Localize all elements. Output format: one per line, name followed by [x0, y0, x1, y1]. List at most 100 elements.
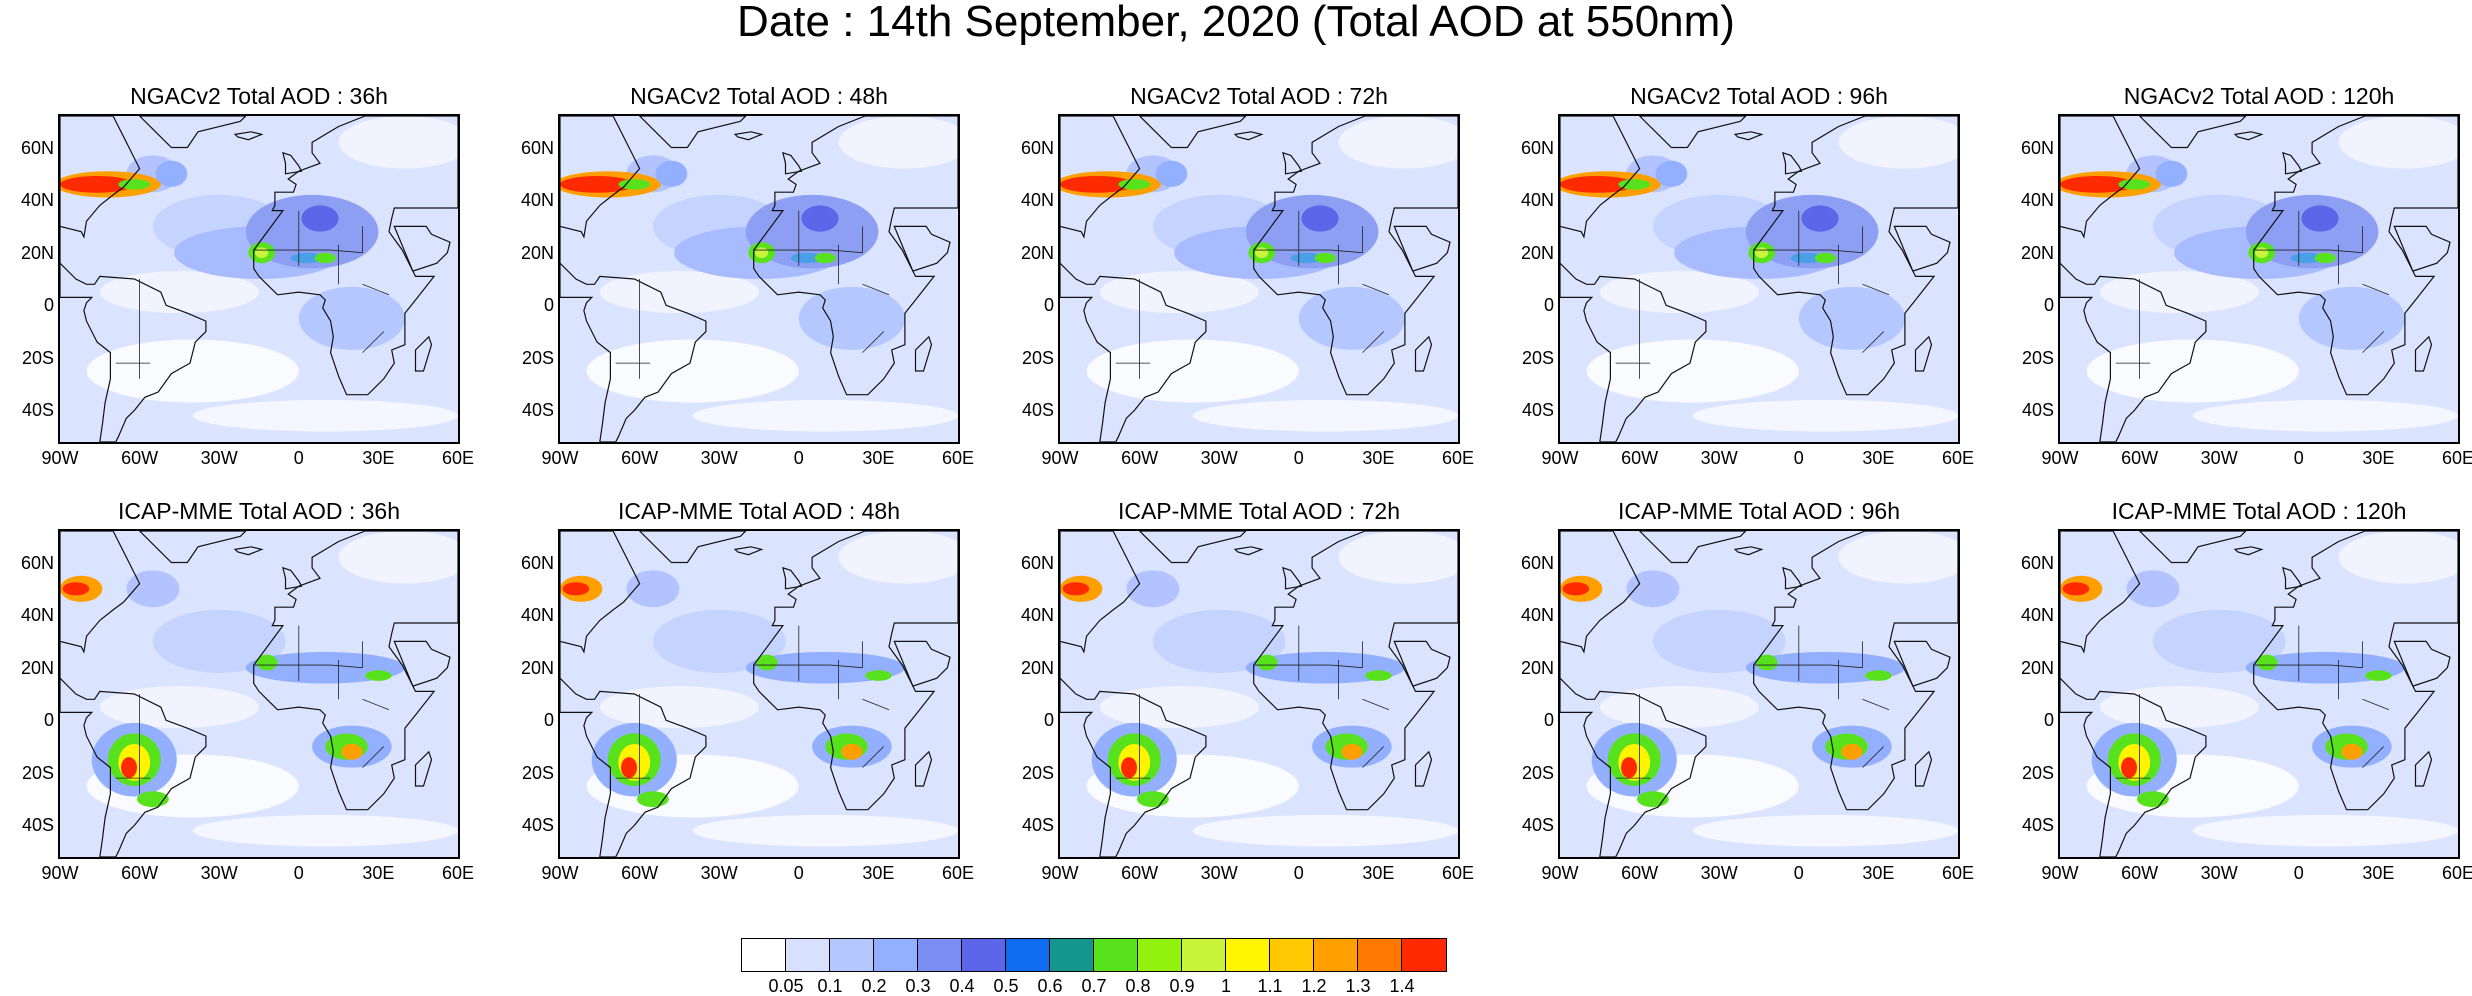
lon-tick-label: 90W: [2041, 448, 2079, 468]
colorbar: [741, 938, 1447, 972]
map-panel: ICAP-MME Total AOD : 72h 60N 40N 20N 0 20S 40S…: [1000, 497, 1474, 883]
aod-map: [558, 114, 960, 444]
colorbar-swatch: [874, 939, 918, 971]
lon-tick-label: 60W: [1621, 863, 1659, 883]
colorbar-swatch: [1050, 939, 1094, 971]
aod-map: [58, 114, 460, 444]
colorbar-tick-label: 0.9: [1169, 976, 1195, 996]
aod-map: [1058, 529, 1460, 859]
lat-tick-label: 40S: [1521, 400, 1554, 421]
lon-tick-label: 60E: [441, 863, 475, 883]
lat-tick-label: 0: [1543, 295, 1554, 316]
lat-tick-label: 40S: [2021, 400, 2054, 421]
lat-tick-label: 20N: [1020, 657, 1054, 678]
colorbar-tick-label: 0.3: [905, 976, 931, 996]
lat-tick-label: 20N: [520, 657, 554, 678]
colorbar-tick-label: 1.3: [1345, 976, 1371, 996]
lon-tick-label: 0: [293, 448, 304, 468]
lat-tick-label: 60N: [1520, 137, 1554, 158]
lat-tick-label: 20S: [21, 762, 54, 783]
lon-tick-label: 30W: [700, 448, 738, 468]
colorbar-swatch: [1138, 939, 1182, 971]
lon-tick-label: 0: [293, 863, 304, 883]
lon-tick-label: 30E: [862, 863, 895, 883]
lat-tick-label: 40S: [21, 815, 54, 836]
lat-tick-label: 40N: [1520, 190, 1554, 211]
lon-tick-label: 0: [2293, 863, 2304, 883]
panel-title: ICAP-MME Total AOD : 96h: [1617, 498, 1901, 524]
lon-tick-label: 60W: [2121, 863, 2159, 883]
lat-tick-label: 20S: [1521, 347, 1554, 368]
lon-tick-label: 90W: [1541, 448, 1579, 468]
lon-tick-label: 30W: [1700, 448, 1738, 468]
aod-map: [2058, 114, 2460, 444]
map-panel: NGACv2 Total AOD : 48h 60N 40N 20N 0 20S 40S 90…: [500, 82, 974, 468]
colorbar-tick-label: 0.05: [768, 976, 804, 996]
lon-tick-label: 60E: [941, 448, 975, 468]
lon-tick-label: 0: [1293, 863, 1304, 883]
lon-tick-label: 60E: [1941, 863, 1975, 883]
lat-tick-label: 0: [543, 710, 554, 731]
lon-tick-label: 90W: [1041, 863, 1079, 883]
lat-tick-label: 60N: [20, 137, 54, 158]
lat-tick-label: 20N: [1520, 657, 1554, 678]
lat-tick-label: 40S: [521, 400, 554, 421]
lon-tick-label: 0: [1793, 863, 1804, 883]
colorbar-tick-label: 0.6: [1037, 976, 1063, 996]
lat-tick-label: 40S: [2021, 815, 2054, 836]
colorbar-swatch: [918, 939, 962, 971]
lon-tick-label: 60E: [2441, 448, 2472, 468]
aod-map: [1058, 114, 1460, 444]
lon-tick-label: 60E: [941, 863, 975, 883]
lat-tick-label: 0: [2043, 295, 2054, 316]
panel-title: NGACv2 Total AOD : 120h: [2123, 83, 2395, 109]
lat-tick-label: 40N: [2020, 190, 2054, 211]
colorbar-swatch: [742, 939, 786, 971]
lat-tick-label: 40S: [21, 400, 54, 421]
lon-tick-label: 30W: [1200, 863, 1238, 883]
panel-title: ICAP-MME Total AOD : 72h: [1117, 498, 1401, 524]
lon-tick-label: 90W: [41, 863, 79, 883]
lon-tick-label: 90W: [1041, 448, 1079, 468]
lat-tick-label: 60N: [1020, 552, 1054, 573]
lon-tick-label: 60W: [2121, 448, 2159, 468]
lon-tick-label: 90W: [1541, 863, 1579, 883]
lat-tick-label: 40N: [20, 190, 54, 211]
colorbar-swatch: [786, 939, 830, 971]
lat-tick-label: 60N: [20, 552, 54, 573]
colorbar-swatch: [1226, 939, 1270, 971]
lon-tick-label: 60E: [1941, 448, 1975, 468]
lat-tick-label: 0: [2043, 710, 2054, 731]
panel-title: NGACv2 Total AOD : 72h: [1130, 83, 1388, 109]
lon-tick-label: 0: [793, 448, 804, 468]
aod-map: [1558, 114, 1960, 444]
colorbar-tick-label: 0.8: [1125, 976, 1151, 996]
lon-tick-label: 0: [2293, 448, 2304, 468]
lon-tick-label: 60E: [1441, 448, 1475, 468]
aod-map: [1558, 529, 1960, 859]
map-panel: ICAP-MME Total AOD : 36h 60N 40N 20N 0 20S 40S…: [0, 497, 474, 883]
lat-tick-label: 20S: [521, 347, 554, 368]
lat-tick-label: 60N: [1520, 552, 1554, 573]
aod-map: [2058, 529, 2460, 859]
lat-tick-label: 20S: [521, 762, 554, 783]
lon-tick-label: 30W: [2200, 863, 2238, 883]
map-panel: NGACv2 Total AOD : 120h 60N 40N 20N 0 20S 40S 9…: [2000, 82, 2472, 468]
lon-tick-label: 90W: [541, 863, 579, 883]
lat-tick-label: 60N: [2020, 137, 2054, 158]
lat-tick-label: 40N: [520, 605, 554, 626]
figure-title: Date : 14th September, 2020 (Total AOD a…: [737, 0, 1735, 46]
lat-tick-label: 0: [43, 710, 54, 731]
colorbar-swatch: [1182, 939, 1226, 971]
panel-title: ICAP-MME Total AOD : 48h: [617, 498, 901, 524]
lat-tick-label: 0: [1043, 295, 1054, 316]
lat-tick-label: 40N: [2020, 605, 2054, 626]
lat-tick-label: 40S: [1021, 400, 1054, 421]
colorbar-tick-label: 0.5: [993, 976, 1019, 996]
lat-tick-label: 40N: [1020, 190, 1054, 211]
lat-tick-label: 20S: [1021, 347, 1054, 368]
lon-tick-label: 30E: [362, 448, 395, 468]
lat-tick-label: 0: [43, 295, 54, 316]
colorbar-tick-label: 0.7: [1081, 976, 1107, 996]
lon-tick-label: 30E: [1362, 448, 1395, 468]
